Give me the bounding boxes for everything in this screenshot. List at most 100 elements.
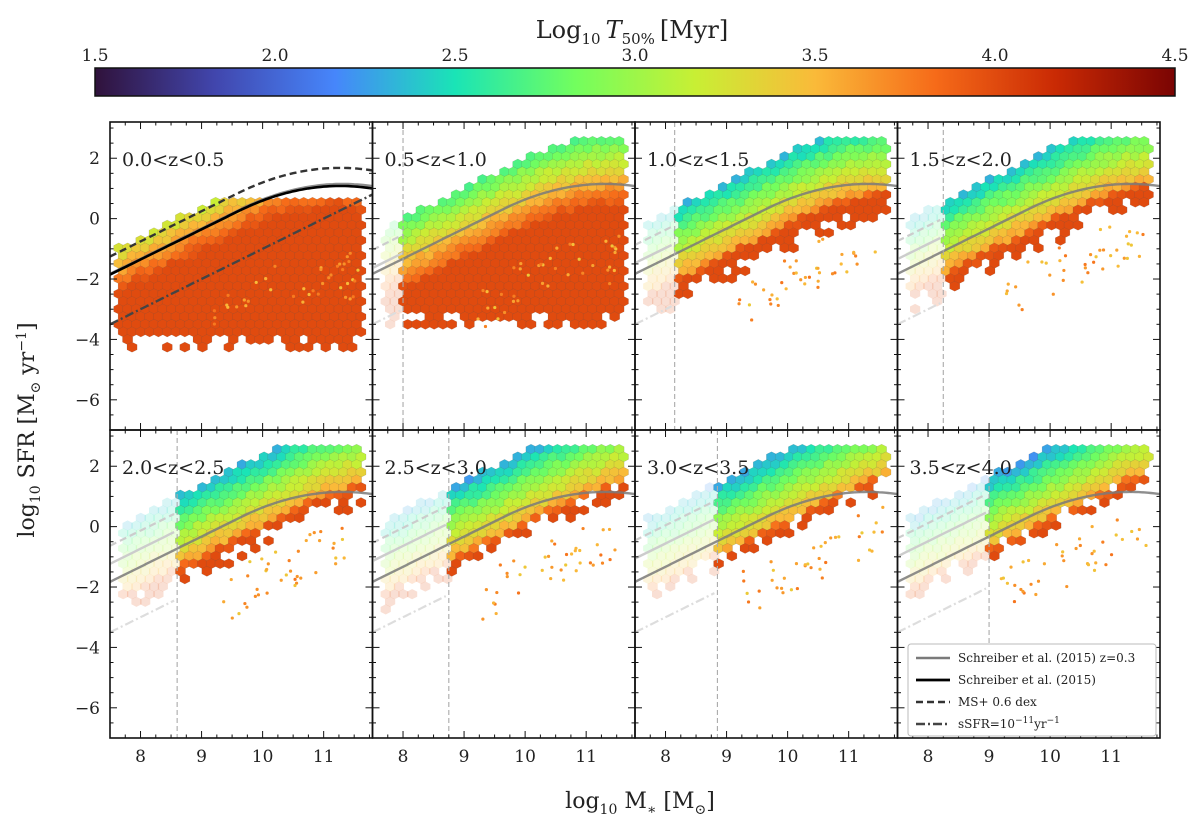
scatter-point bbox=[505, 575, 509, 579]
colorbar-title: Log10 T50% [Myr] bbox=[536, 16, 729, 48]
scatter-point bbox=[1122, 256, 1126, 260]
scatter-point bbox=[854, 254, 858, 258]
panel-plot-area bbox=[635, 430, 898, 738]
scatter-point bbox=[872, 530, 876, 534]
y-tick-label: −6 bbox=[75, 699, 100, 719]
scatter-point bbox=[600, 561, 605, 565]
hexbin-cell bbox=[682, 535, 693, 546]
hexbin-cell bbox=[905, 558, 916, 569]
y-tick-label: −6 bbox=[75, 391, 100, 411]
hexbin-cell bbox=[411, 318, 422, 330]
scatter-point bbox=[581, 526, 585, 531]
hexbin-cell bbox=[420, 566, 431, 577]
hexbin-cell bbox=[910, 273, 921, 284]
hexbin-cell bbox=[949, 543, 960, 554]
hexbin-cell bbox=[263, 334, 274, 345]
y-tick-label: 0 bbox=[89, 518, 100, 538]
scatter-point bbox=[830, 272, 835, 276]
hexbin-cell bbox=[433, 558, 444, 569]
hexbin-cell bbox=[678, 543, 689, 554]
ms-line-faded bbox=[372, 523, 447, 563]
hexbin-cell bbox=[420, 505, 431, 516]
hexbin-cell bbox=[153, 543, 164, 554]
x-tick-label: 10 bbox=[514, 747, 536, 767]
hexbin-cell bbox=[521, 527, 532, 539]
hexbin-cell bbox=[407, 512, 418, 523]
hexbin-cell bbox=[442, 558, 453, 569]
hexbin-cell bbox=[380, 589, 391, 600]
hexbin-cell bbox=[660, 528, 671, 539]
hexbin-cell bbox=[415, 573, 426, 584]
scatter-point bbox=[1144, 543, 1148, 548]
hexbin-cell bbox=[958, 512, 969, 523]
colorbar-tick-label: 2.0 bbox=[261, 46, 288, 66]
hexbin-cell bbox=[823, 227, 834, 239]
ssfr-faded bbox=[635, 305, 673, 326]
ms-plus-faded bbox=[372, 505, 447, 544]
hexbin-cell bbox=[166, 566, 177, 577]
scatter-point bbox=[1034, 592, 1038, 597]
hexbin-cell bbox=[402, 566, 413, 577]
scatter-point bbox=[571, 242, 575, 247]
scatter-point bbox=[343, 295, 348, 299]
scatter-point bbox=[493, 305, 497, 310]
hexbin-cell bbox=[407, 589, 418, 600]
scatter-point bbox=[807, 275, 812, 279]
hexbin-cell bbox=[596, 318, 607, 330]
hexbin-layer bbox=[643, 443, 892, 600]
hexbin-cell bbox=[788, 242, 799, 254]
hexbin-cell bbox=[962, 489, 973, 501]
hexbin-cell bbox=[380, 543, 391, 554]
hexbin-cell bbox=[652, 265, 663, 276]
hexbin-layer bbox=[113, 196, 367, 353]
hexbin-cell bbox=[914, 573, 925, 584]
x-label-sun: ⊙ bbox=[695, 802, 707, 818]
hexbin-cell bbox=[940, 512, 951, 523]
scatter-point bbox=[319, 267, 323, 272]
scatter-point bbox=[792, 271, 796, 276]
scatter-point bbox=[806, 562, 810, 566]
hexbin-cell bbox=[643, 558, 654, 569]
scatter-point bbox=[543, 555, 547, 559]
hexbin-cell bbox=[867, 212, 878, 223]
hexbin-cell bbox=[665, 227, 676, 238]
scatter-point bbox=[1090, 524, 1094, 529]
hexbin-cell bbox=[389, 281, 400, 292]
scatter-point bbox=[293, 577, 297, 581]
scatter-point bbox=[781, 591, 785, 595]
panel-plot-area bbox=[372, 430, 635, 738]
y-label-close: ] bbox=[15, 322, 40, 331]
hexbin-cell bbox=[380, 558, 391, 569]
scatter-point bbox=[1101, 267, 1105, 271]
scatter-point bbox=[1078, 543, 1082, 548]
hexbin-cell bbox=[140, 581, 151, 592]
scatter-point bbox=[476, 317, 480, 321]
scatter-point bbox=[741, 569, 745, 573]
scatter-point bbox=[1135, 231, 1139, 235]
hexbin-cell bbox=[962, 505, 973, 516]
hexbin-cell bbox=[687, 573, 698, 584]
hexbin-cell bbox=[823, 504, 834, 516]
scatter-point bbox=[553, 542, 557, 546]
scatter-point bbox=[874, 521, 878, 525]
hexbin-cell bbox=[118, 589, 129, 600]
scatter-point bbox=[356, 268, 360, 272]
scatter-point bbox=[829, 536, 833, 540]
hexbin-cell bbox=[665, 566, 676, 577]
hexbin-cell bbox=[691, 273, 702, 284]
hexbin-cell bbox=[949, 497, 960, 508]
hexbin-cell bbox=[700, 535, 711, 546]
hexbin-cell bbox=[704, 482, 715, 493]
scatter-point bbox=[608, 557, 612, 562]
scatter-point bbox=[595, 543, 599, 547]
hexbin-cell bbox=[162, 573, 173, 584]
legend-label-dashdot: sSFR=10−11yr−1 bbox=[958, 716, 1060, 731]
hexbin-cell bbox=[652, 558, 663, 569]
x-tick-label: 10 bbox=[1039, 747, 1061, 767]
hexbin-cell bbox=[880, 204, 892, 216]
hexbin-cell bbox=[320, 341, 331, 353]
hexbin-cell bbox=[1138, 196, 1150, 208]
scatter-point bbox=[1026, 558, 1031, 563]
hexbin-cell bbox=[678, 558, 689, 569]
